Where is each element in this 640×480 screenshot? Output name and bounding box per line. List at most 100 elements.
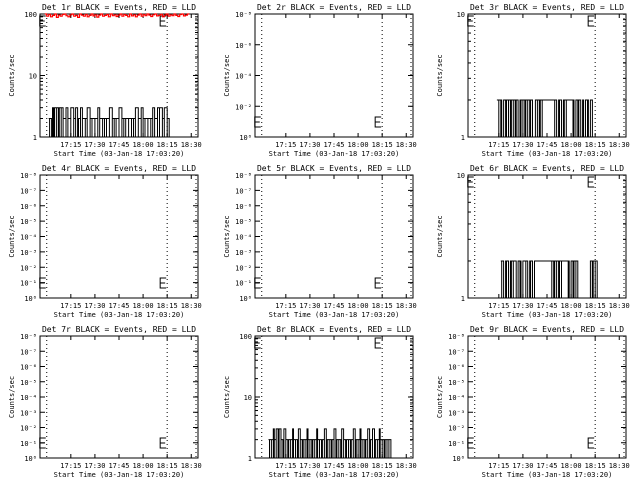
e-marker-icon [254, 277, 261, 289]
x-tick-label: 18:30 [181, 141, 202, 149]
events-series-line [496, 99, 593, 138]
x-tick-label: 17:30 [299, 141, 320, 149]
x-tick-label: 18:15 [157, 462, 178, 470]
y-tick-label: 10⁻⁶ [448, 364, 465, 372]
y-tick-label: 10⁻³ [235, 249, 252, 257]
x-tick-label: 18:00 [561, 141, 582, 149]
x-tick-label: 18:15 [372, 141, 393, 149]
e-marker-icon [254, 116, 261, 128]
x-tick-label: 18:30 [181, 302, 202, 310]
panel-title: Det 8r BLACK = Events, RED = LLD [257, 325, 411, 334]
y-tick-label: 1 [248, 455, 252, 463]
y-tick-label: 1 [461, 134, 465, 142]
x-tick-label: 17:30 [84, 141, 105, 149]
y-tick-label: 10⁻¹ [448, 440, 465, 448]
x-axis-label: Start Time (03-Jan-18 17:03:20) [54, 311, 185, 319]
x-axis-label: Start Time (03-Jan-18 17:03:20) [482, 150, 613, 158]
y-axis-label: Counts/sec [223, 376, 231, 418]
x-tick-label: 18:00 [561, 302, 582, 310]
x-tick-label: 17:30 [512, 302, 533, 310]
plot-frame [39, 335, 199, 459]
x-tick-label: 17:30 [299, 302, 320, 310]
y-tick-label: 10⁰ [24, 455, 37, 463]
x-tick-label: 18:00 [348, 302, 369, 310]
y-tick-label: 10⁻⁵ [20, 379, 37, 387]
x-tick-label: 17:30 [84, 462, 105, 470]
x-tick-label: 17:30 [512, 141, 533, 149]
panel-title: Det 6r BLACK = Events, RED = LLD [470, 164, 624, 173]
y-tick-label: 10⁻⁸ [235, 172, 252, 180]
y-tick-label: 10⁻⁷ [20, 348, 37, 356]
x-tick-label: 17:15 [275, 141, 296, 149]
plot-frame [254, 13, 414, 138]
x-axis-label: Start Time (03-Jan-18 17:03:20) [482, 311, 613, 319]
plot-frame [254, 174, 414, 299]
x-tick-label: 17:45 [536, 302, 557, 310]
e-marker-icon [39, 277, 46, 289]
y-tick-label: 10⁻³ [20, 409, 37, 417]
x-tick-label: 18:15 [585, 462, 606, 470]
x-tick-label: 18:30 [609, 302, 630, 310]
panel-title: Det 3r BLACK = Events, RED = LLD [470, 3, 624, 12]
x-tick-label: 17:15 [488, 141, 509, 149]
x-tick-label: 18:00 [133, 462, 154, 470]
y-axis-label: Counts/sec [8, 215, 16, 257]
e-marker-icon [159, 437, 167, 449]
y-tick-label: 10⁻⁸ [20, 172, 37, 180]
x-tick-label: 17:45 [536, 141, 557, 149]
x-tick-label: 18:15 [585, 302, 606, 310]
x-tick-label: 18:15 [157, 141, 178, 149]
y-tick-label: 10⁻⁶ [235, 203, 252, 211]
x-axis-label: Start Time (03-Jan-18 17:03:20) [482, 471, 613, 479]
y-tick-label: 10⁻² [448, 425, 465, 433]
y-tick-label: 10⁻² [20, 425, 37, 433]
x-tick-label: 17:15 [60, 302, 81, 310]
y-tick-label: 10⁻⁴ [235, 234, 252, 242]
y-tick-label: 1 [461, 295, 465, 303]
x-tick-label: 18:30 [609, 462, 630, 470]
y-tick-label: 10⁻⁷ [20, 187, 37, 195]
x-axis-label: Start Time (03-Jan-18 17:03:20) [54, 471, 185, 479]
y-axis-label: Counts/sec [436, 54, 444, 96]
e-marker-icon [39, 15, 46, 27]
y-tick-label: 10⁻³ [448, 409, 465, 417]
events-series-line [500, 260, 598, 299]
plot-frame [467, 13, 627, 138]
x-tick-label: 17:45 [323, 302, 344, 310]
x-tick-label: 17:15 [488, 302, 509, 310]
y-tick-label: 10⁻² [235, 264, 252, 272]
y-tick-label: 10⁰ [24, 295, 37, 303]
y-tick-label: 10⁻⁸ [20, 333, 37, 341]
lld-series-line [44, 13, 190, 18]
x-tick-label: 18:15 [157, 302, 178, 310]
panel-title: Det 9r BLACK = Events, RED = LLD [470, 325, 624, 334]
x-tick-label: 17:45 [323, 141, 344, 149]
y-tick-label: 10⁻⁸ [448, 333, 465, 341]
x-tick-label: 17:45 [108, 462, 129, 470]
panel-title: Det 1r BLACK = Events, RED = LLD [42, 3, 196, 12]
x-axis-label: Start Time (03-Jan-18 17:03:20) [54, 150, 185, 158]
x-axis-label: Start Time (03-Jan-18 17:03:20) [269, 471, 400, 479]
y-tick-label: 10⁰ [452, 455, 465, 463]
y-tick-label: 10⁰ [239, 134, 252, 142]
x-tick-label: 18:30 [396, 302, 417, 310]
x-axis-label: Start Time (03-Jan-18 17:03:20) [269, 311, 400, 319]
x-tick-label: 18:15 [585, 141, 606, 149]
panel-title: Det 7r BLACK = Events, RED = LLD [42, 325, 196, 334]
y-tick-label: 10⁻⁵ [20, 218, 37, 226]
x-tick-label: 18:15 [372, 302, 393, 310]
y-tick-label: 10⁻⁵ [448, 379, 465, 387]
y-tick-label: 10⁻⁶ [20, 364, 37, 372]
y-tick-label: 10⁻² [20, 264, 37, 272]
y-tick-label: 10⁻⁶ [235, 42, 252, 50]
x-tick-label: 18:30 [181, 462, 202, 470]
e-marker-icon [374, 277, 382, 289]
y-tick-label: 10⁻¹ [20, 280, 37, 288]
e-marker-icon [467, 437, 474, 449]
plot-frame [467, 335, 627, 459]
